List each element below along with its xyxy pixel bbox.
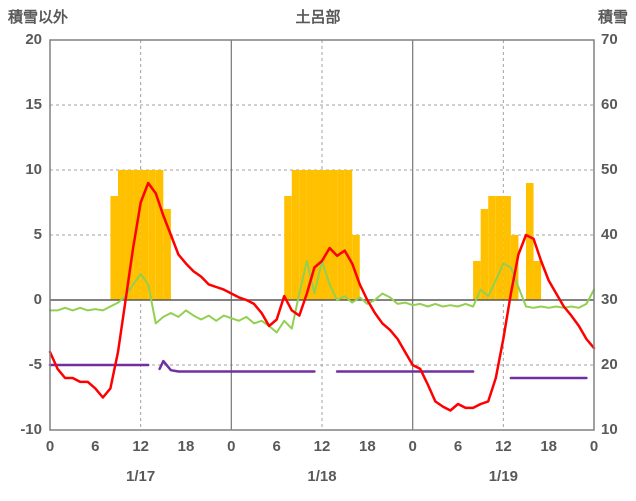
- left-axis-tick: 10: [25, 161, 42, 178]
- orange-bar: [344, 170, 353, 300]
- x-axis-tick: 12: [494, 438, 512, 455]
- orange-bar: [133, 170, 141, 300]
- x-axis-day-label: 1/19: [488, 468, 518, 485]
- x-axis-tick: 0: [45, 438, 55, 455]
- orange-bar: [284, 196, 292, 300]
- right-axis-tick: 30: [601, 291, 618, 308]
- x-axis-day-label: 1/17: [126, 468, 156, 485]
- orange-bar: [299, 170, 307, 300]
- x-axis-tick: 18: [177, 438, 195, 455]
- x-axis-tick: 6: [453, 438, 463, 455]
- right-axis-tick: 40: [601, 226, 618, 243]
- chart-title: 土呂部: [295, 9, 341, 26]
- orange-bar: [322, 170, 330, 300]
- right-axis-tick: 60: [601, 96, 618, 113]
- plot-border: [49, 39, 595, 431]
- left-axis-tick: 5: [33, 226, 42, 243]
- x-axis-tick: 18: [540, 438, 557, 455]
- left-axis-tick: -10: [20, 421, 42, 438]
- orange-bar: [140, 170, 149, 300]
- x-axis-tick: 0: [589, 438, 599, 455]
- right-axis-title: 積雪: [597, 9, 628, 26]
- orange-bar: [503, 196, 511, 300]
- orange-bar: [526, 183, 534, 300]
- orange-bar: [125, 170, 134, 300]
- x-axis-tick: 6: [91, 438, 100, 455]
- right-axis-tick: 20: [601, 356, 618, 373]
- orange-bar: [533, 261, 542, 300]
- left-axis-tick: -5: [28, 356, 42, 373]
- x-axis-tick: 0: [408, 438, 417, 455]
- x-axis-tick: 6: [272, 438, 281, 455]
- left-axis-tick: 0: [33, 291, 42, 308]
- orange-bar: [148, 170, 156, 300]
- orange-bar: [352, 235, 360, 300]
- right-axis-tick: 70: [601, 31, 618, 48]
- orange-bar: [163, 209, 171, 300]
- purple-line-segment: [158, 359, 316, 373]
- x-axis-tick: 18: [358, 438, 376, 455]
- orange-bar: [488, 196, 496, 300]
- right-axis-tick: 50: [601, 161, 618, 178]
- orange-bar: [495, 196, 504, 300]
- orange-bar: [480, 209, 489, 300]
- x-axis-tick: 12: [132, 438, 149, 455]
- orange-bar: [306, 170, 315, 300]
- left-axis-title: 積雪以外: [8, 9, 69, 26]
- orange-bar: [329, 170, 338, 300]
- orange-bar: [118, 170, 126, 300]
- x-axis-tick: 0: [227, 438, 236, 455]
- orange-bar: [155, 170, 164, 300]
- orange-bar: [473, 261, 481, 300]
- left-axis-tick: 20: [25, 31, 42, 48]
- left-axis-tick: 15: [25, 96, 42, 113]
- orange-bar: [110, 196, 118, 300]
- orange-bar: [337, 170, 345, 300]
- x-axis-tick: 12: [313, 438, 331, 455]
- orange-bar: [314, 170, 322, 300]
- x-axis-day-label: 1/18: [307, 468, 337, 485]
- orange-bar: [291, 170, 300, 300]
- right-axis-tick: 10: [601, 421, 618, 438]
- red-line: [48, 181, 596, 412]
